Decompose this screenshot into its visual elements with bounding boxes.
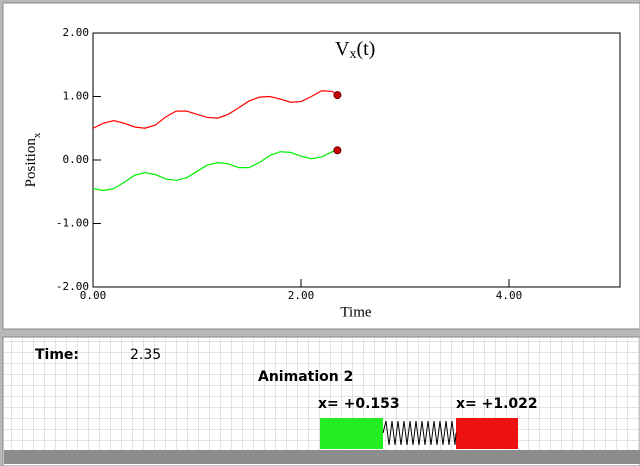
y-axis-label: Positionx — [23, 132, 42, 187]
spring — [382, 420, 457, 446]
title-main: V — [335, 38, 350, 60]
y-tick-label: 2.00 — [63, 26, 90, 39]
x-tick-label: 4.00 — [496, 289, 523, 302]
y-tick-label: -2.00 — [56, 280, 89, 293]
x-tick-label: 0.00 — [80, 289, 107, 302]
y-tick-label: 0.00 — [63, 153, 90, 166]
x-tick-label: 2.00 — [288, 289, 315, 302]
green-position: x= +0.153 — [318, 396, 400, 412]
plot-panel — [2, 2, 640, 330]
chart-title: Vx(t) — [335, 38, 375, 63]
end-marker — [333, 146, 342, 155]
animation-title: Animation 2 — [258, 369, 353, 385]
title-tail: (t) — [356, 38, 375, 60]
y-label-sub: x — [31, 132, 43, 138]
red-position: x= +1.022 — [456, 396, 538, 412]
red-block — [456, 418, 518, 449]
green-block — [320, 418, 383, 449]
series-line — [92, 149, 338, 192]
title-sub: x — [349, 47, 356, 62]
y-tick-label: -1.00 — [56, 217, 89, 230]
floor — [4, 450, 640, 464]
y-label-main: Position — [23, 138, 39, 188]
x-axis-label: Time — [340, 304, 371, 320]
series-line — [92, 90, 338, 129]
end-marker — [333, 91, 342, 100]
y-tick-label: 1.00 — [63, 90, 90, 103]
time-value: 2.35 — [130, 347, 161, 363]
time-label: Time: — [35, 347, 79, 363]
